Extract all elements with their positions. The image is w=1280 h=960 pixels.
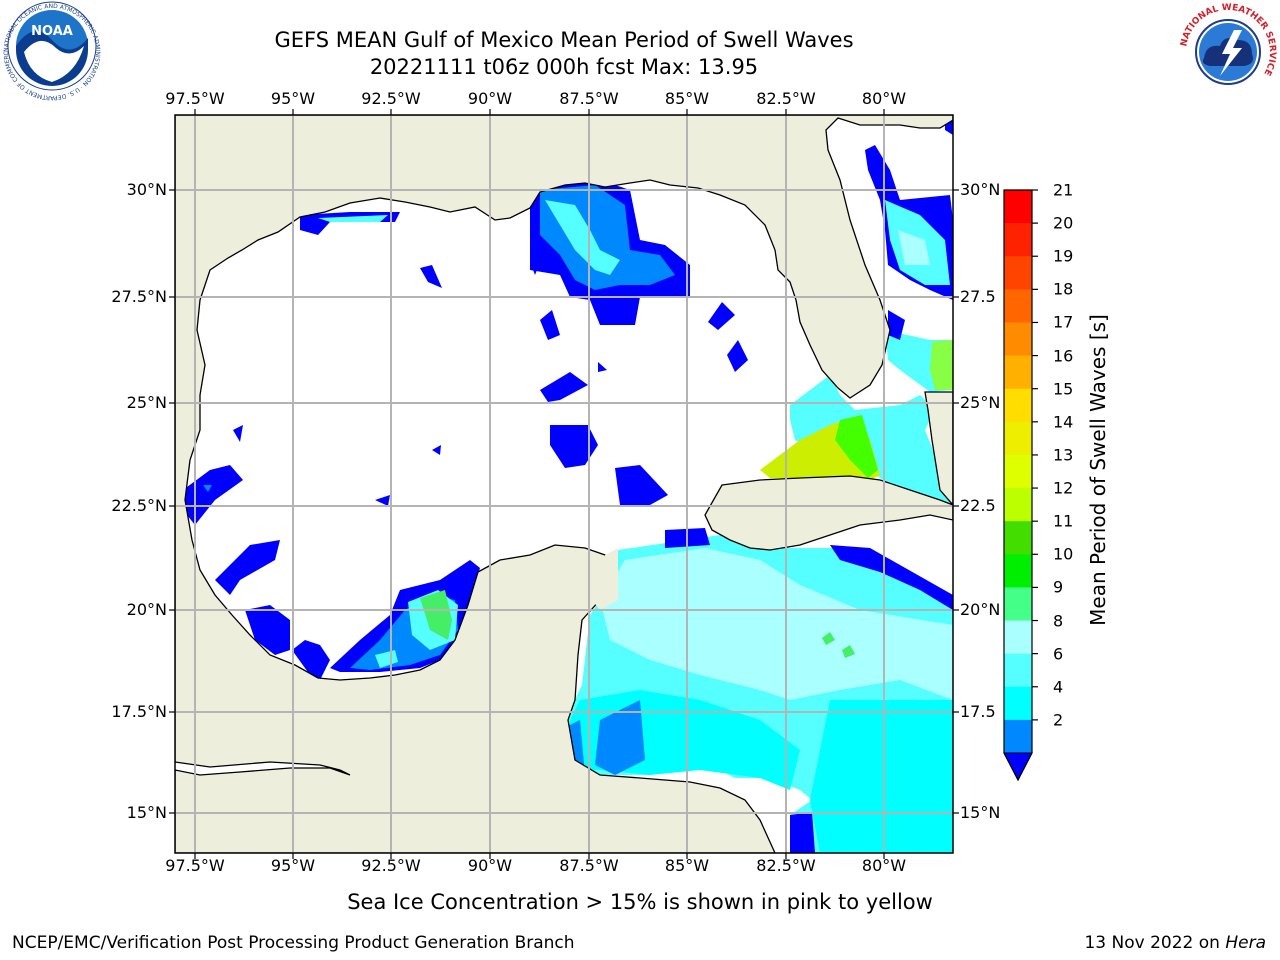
lon-label-bottom: 80°W — [861, 856, 907, 875]
lon-label-top: 95°W — [270, 89, 316, 108]
lon-label-bottom: 85°W — [664, 856, 710, 875]
lon-label-bottom: 90°W — [467, 856, 513, 875]
land-bahamas — [924, 391, 953, 506]
colorbar — [1003, 189, 1038, 782]
colorbar-tick-label: 20 — [1053, 213, 1074, 233]
colorbar-segment — [1004, 190, 1032, 224]
lat-label-right: 17.5 — [960, 702, 996, 721]
colorbar-extend-arrow — [1003, 752, 1033, 782]
swell-region-9-10s — [930, 340, 953, 390]
colorbar-frame — [1003, 189, 1033, 782]
colorbar-tick-label: 12 — [1053, 478, 1074, 498]
land-cuba — [704, 475, 953, 551]
swell-region-2-4s — [595, 700, 645, 775]
sea-ice-note: Sea Ice Concentration > 15% is shown in … — [0, 890, 1280, 914]
colorbar-tick-label: 19 — [1053, 246, 1074, 266]
footer-date-text: 13 Nov 2022 on — [1084, 933, 1226, 953]
lat-label-left: 20°N — [126, 600, 167, 619]
colorbar-segment — [1004, 719, 1032, 754]
lat-label-right: 15°N — [960, 803, 1001, 822]
land-masses — [175, 115, 953, 853]
colorbar-segment — [1004, 587, 1032, 622]
lon-label-top: 82.5°W — [756, 89, 816, 108]
lon-label-top: 97.5°W — [165, 89, 225, 108]
colorbar-segment — [1004, 686, 1032, 721]
colorbar-tick-label: 6 — [1053, 644, 1064, 664]
colorbar-segment — [1004, 223, 1032, 257]
colorbar-tick-label: 2 — [1053, 710, 1064, 730]
colorbar-segment — [1004, 355, 1032, 390]
lat-label-left: 30°N — [126, 180, 167, 199]
noaa-logo: NATIONAL OCEANIC AND ATMOSPHERIC ADMINIS… — [0, 0, 102, 101]
nws-logo: NATIONAL WEATHER SERVICE — [1178, 0, 1278, 100]
colorbar-segment — [1004, 653, 1032, 688]
colorbar-segment — [1004, 388, 1032, 423]
colorbar-tick-label: 16 — [1053, 346, 1074, 366]
lon-label-bottom: 95°W — [270, 856, 316, 875]
colorbar-segment — [1004, 289, 1032, 323]
footer-organization: NCEP/EMC/Verification Post Processing Pr… — [12, 933, 575, 953]
colorbar-tick-label: 18 — [1053, 279, 1074, 299]
colorbar-segment — [1004, 620, 1032, 655]
lat-label-left: 27.5°N — [111, 287, 167, 306]
colorbar-tick-label: 8 — [1053, 611, 1064, 631]
colorbar-segment — [1004, 322, 1032, 357]
lat-label-left: 15°N — [126, 803, 167, 822]
lat-label-left: 17.5°N — [111, 702, 167, 721]
lon-label-top: 90°W — [467, 89, 513, 108]
footer-host: Hera — [1225, 933, 1266, 953]
colorbar-segment — [1004, 521, 1032, 555]
lon-label-bottom: 87.5°W — [559, 856, 619, 875]
lon-label-bottom: 82.5°W — [756, 856, 816, 875]
lat-label-right: 20°N — [960, 600, 1001, 619]
noaa-logo-text: NOAA — [31, 24, 73, 39]
colorbar-tick-label: 9 — [1053, 577, 1064, 597]
lat-label-right: 22.5 — [960, 496, 996, 515]
lon-label-top: 92.5°W — [361, 89, 421, 108]
land-north-america — [175, 115, 953, 853]
map-gridlines — [175, 115, 953, 853]
colorbar-segment — [1004, 488, 1032, 522]
colorbar-segment — [1004, 256, 1032, 290]
lon-label-top: 85°W — [664, 89, 710, 108]
colorbar-tick-label: 21 — [1053, 180, 1074, 200]
colorbar-tick-label: 13 — [1053, 445, 1074, 465]
chart-subtitle: 20221111 t06z 000h fcst Max: 13.95 — [369, 55, 759, 79]
lat-label-right: 25°N — [960, 393, 1001, 412]
colorbar-tick-label: 4 — [1053, 677, 1064, 697]
colorbar-segment — [1004, 421, 1032, 456]
swell-region-8-9s — [600, 548, 953, 700]
lon-label-bottom: 97.5°W — [165, 856, 225, 875]
sea-ice-note-text: Sea Ice Concentration > 15% is shown in … — [347, 890, 933, 914]
swell-region-4-6s-east — [810, 700, 953, 853]
colorbar-tick-label: 10 — [1053, 544, 1074, 564]
colorbar-title: Mean Period of Swell Waves [s] — [1086, 314, 1110, 626]
map-frame — [174, 114, 954, 854]
colorbar-tick-label: 14 — [1053, 412, 1074, 432]
footer-date: 13 Nov 2022 on Hera — [1084, 933, 1266, 953]
colorbar-segment — [1004, 554, 1032, 588]
lon-label-top: 87.5°W — [559, 89, 619, 108]
lat-label-left: 25°N — [126, 393, 167, 412]
colorbar-segment — [1004, 454, 1032, 489]
colorbar-tick-label: 17 — [1053, 312, 1074, 332]
lat-label-left: 22.5°N — [111, 496, 167, 515]
lat-label-right: 27.5 — [960, 287, 996, 306]
colorbar-tick-label: 15 — [1053, 379, 1074, 399]
lon-label-top: 80°W — [861, 89, 907, 108]
lon-label-bottom: 92.5°W — [361, 856, 421, 875]
lat-label-right: 30°N — [960, 180, 1001, 199]
land-yucatan — [592, 548, 618, 610]
colorbar-tick-label: 11 — [1053, 511, 1074, 531]
chart-title: GEFS MEAN Gulf of Mexico Mean Period of … — [274, 28, 854, 52]
